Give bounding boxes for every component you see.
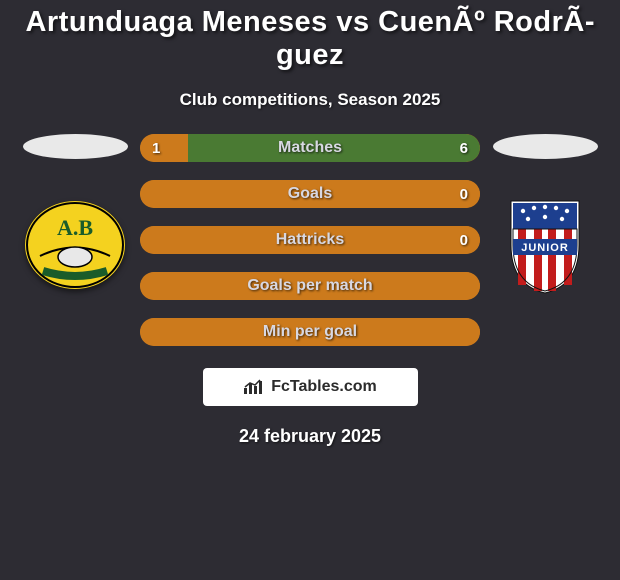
brand-text: FcTables.com xyxy=(271,378,377,396)
stat-bar: Min per goal xyxy=(140,318,480,346)
right-player-photo-placeholder xyxy=(493,134,598,159)
left-player-column: A.B xyxy=(10,134,140,289)
page-subtitle: Club competitions, Season 2025 xyxy=(0,90,620,110)
date-text: 24 february 2025 xyxy=(0,426,620,447)
comparison-row: A.B Matches16Goals0Hattricks0Goals per m… xyxy=(0,134,620,346)
stat-bar: Goals0 xyxy=(140,180,480,208)
stat-bar-right-value: 6 xyxy=(460,134,468,162)
left-club-badge: A.B xyxy=(25,201,125,289)
stat-bars: Matches16Goals0Hattricks0Goals per match… xyxy=(140,134,480,346)
stat-bar-label: Goals per match xyxy=(140,272,480,300)
stat-bar-label: Hattricks xyxy=(140,226,480,254)
bar-chart-icon xyxy=(243,378,265,396)
svg-text:JUNIOR: JUNIOR xyxy=(521,242,569,254)
brand-box: FcTables.com xyxy=(203,368,418,406)
stat-bar: Matches1 6 xyxy=(140,134,480,162)
stat-bar-label: Matches xyxy=(140,134,480,162)
svg-text:A.B: A.B xyxy=(57,215,93,240)
stat-bar-right-value: 0 xyxy=(460,226,468,254)
stat-bar-right-value: 0 xyxy=(460,180,468,208)
stat-bar-left-value: 1 xyxy=(152,134,160,162)
page-title: Artunduaga Meneses vs CuenÃº RodrÃ­guez xyxy=(0,6,620,72)
stat-bar-label: Goals xyxy=(140,180,480,208)
right-player-column: JUNIOR xyxy=(480,134,610,289)
stat-bar: Goals per match xyxy=(140,272,480,300)
stat-bar: Hattricks0 xyxy=(140,226,480,254)
right-club-badge: JUNIOR xyxy=(495,201,595,289)
stat-bar-label: Min per goal xyxy=(140,318,480,346)
left-player-photo-placeholder xyxy=(23,134,128,159)
